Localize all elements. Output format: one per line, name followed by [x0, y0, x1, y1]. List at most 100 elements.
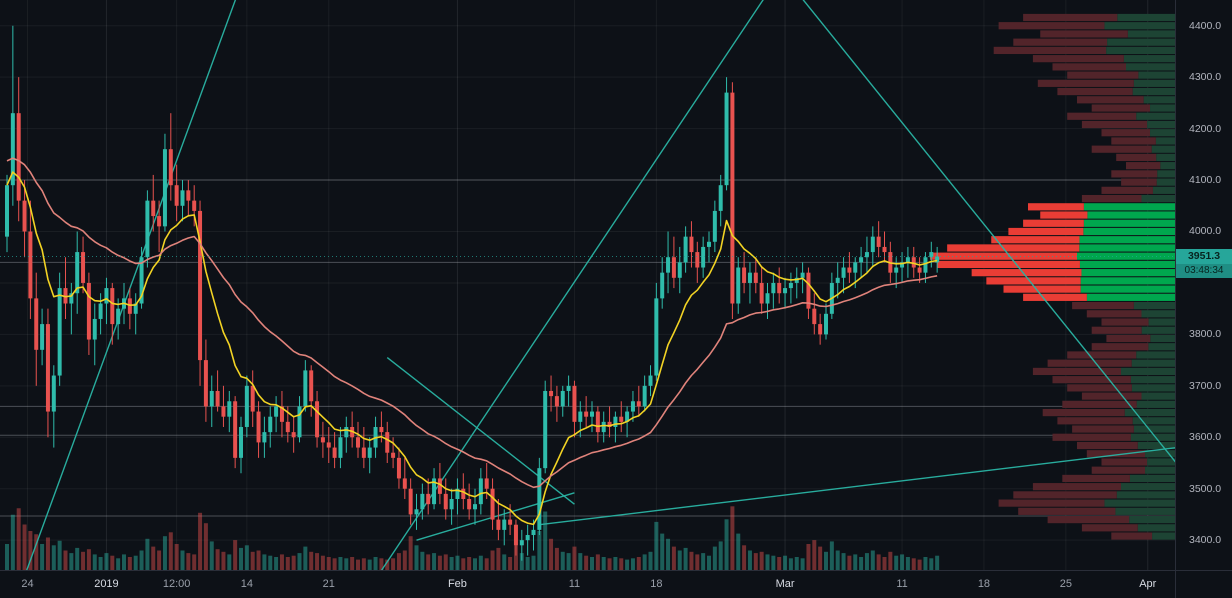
candle-body — [326, 442, 331, 448]
volume-bar — [578, 553, 583, 570]
volume-bar — [824, 551, 828, 570]
volume-bar — [162, 536, 167, 570]
volume-bar — [625, 559, 630, 570]
volume-bar — [5, 544, 9, 570]
slow-ma-line — [6, 157, 938, 489]
volume-bar — [724, 519, 729, 570]
trendline-drawing[interactable] — [416, 492, 575, 541]
volume-bar — [157, 550, 162, 570]
price-tick-label: 3700.0 — [1189, 379, 1222, 392]
candle-body — [695, 252, 700, 268]
volume-bar — [835, 550, 840, 570]
candle-body — [297, 406, 302, 438]
price-tick-label: 3500.0 — [1189, 482, 1222, 495]
volume-profile-buy-bar — [1156, 153, 1175, 162]
volume-bar — [332, 558, 337, 570]
candle-body — [268, 416, 273, 433]
volume-profile-buy-bar — [1136, 351, 1175, 359]
candle-body — [619, 416, 624, 422]
candle-body — [537, 468, 542, 530]
volume-profile-sell-bar — [1101, 186, 1153, 194]
volume-bar — [888, 551, 893, 570]
candle-body — [192, 200, 197, 211]
volume-bar — [630, 558, 635, 570]
candle-body — [279, 406, 284, 422]
time-tick-label: 12:00 — [162, 578, 191, 590]
volume-bar — [356, 559, 360, 570]
candle-body — [859, 257, 864, 263]
trendlines-layer[interactable] — [25, 0, 1175, 570]
volume-profile-buy-bar — [1121, 367, 1175, 376]
volume-profile-buy-bar — [1133, 425, 1175, 433]
volume-profile-buy-bar — [1115, 507, 1175, 515]
volume-profile-sell-bar — [1032, 483, 1122, 491]
candle-body — [625, 411, 630, 422]
candle-body — [707, 241, 711, 247]
candle-body — [824, 313, 828, 335]
volume-bar — [186, 553, 191, 570]
candle-body — [455, 488, 460, 500]
volume-profile-buy-bar — [1160, 162, 1175, 170]
candle-body — [917, 267, 922, 273]
volume-bar — [455, 555, 460, 570]
candle-body — [677, 262, 682, 278]
volume-profile-buy-bar — [1087, 211, 1175, 219]
candle-body — [566, 385, 571, 391]
volume-bar — [689, 551, 694, 570]
candle-body — [736, 267, 741, 304]
horizontal-level-lines[interactable] — [0, 179, 1175, 517]
candle-body — [233, 401, 238, 458]
trendline-drawing[interactable] — [386, 356, 575, 505]
price-scale[interactable]: 4400.0 4300.0 4200.0 4100.0 4000.0 3800.0 3700… — [1175, 0, 1232, 570]
candle-body — [221, 406, 226, 417]
candle-body — [613, 416, 618, 427]
volume-bar — [127, 557, 132, 570]
volume-bar — [344, 558, 349, 570]
volume-bar — [502, 554, 507, 570]
volume-bar — [783, 555, 788, 570]
candle-body — [671, 257, 676, 278]
volume-bar — [98, 557, 103, 570]
time-scale[interactable]: 24 2019 12:00 14 21 Feb 11 18 Mar 11 18 25 Apr — [0, 570, 1175, 598]
candles-layer — [5, 25, 940, 561]
volume-profile-sell-bar — [1028, 203, 1084, 211]
candlestick-chart[interactable] — [0, 0, 1175, 570]
candle-body — [496, 519, 501, 530]
volume-bar — [560, 551, 565, 570]
candle-body — [800, 272, 805, 278]
volume-bar — [636, 557, 641, 570]
volume-bar — [917, 559, 922, 570]
volume-bar — [192, 554, 197, 570]
candle-body — [174, 185, 179, 206]
candle-body — [835, 277, 840, 283]
trendline-drawing[interactable] — [791, 0, 1175, 478]
volume-bar — [496, 547, 501, 570]
volume-bar — [291, 555, 296, 570]
trendline-drawing[interactable] — [539, 436, 1175, 526]
candle-body — [900, 262, 905, 268]
candle-body — [543, 390, 548, 469]
trendline-drawing[interactable] — [364, 0, 773, 570]
price-tick-label: 4000.0 — [1189, 225, 1222, 238]
trendline-drawing[interactable] — [25, 0, 241, 570]
volume-bar — [268, 555, 273, 570]
chart-pane[interactable] — [0, 0, 1175, 570]
candle-body — [929, 252, 934, 258]
volume-profile-sell-bar — [1067, 384, 1132, 392]
candle-body — [22, 200, 27, 232]
volume-profile-sell-bar — [1023, 13, 1118, 22]
candle-body — [689, 236, 694, 253]
volume-bar — [63, 550, 68, 570]
volume-bar — [601, 557, 606, 570]
volume-bar — [40, 544, 45, 570]
volume-profile-buy-bar — [1152, 532, 1175, 540]
volume-profile-buy-bar — [1141, 392, 1175, 400]
candle-body — [747, 272, 752, 283]
volume-bar — [75, 547, 80, 570]
volume-profile-sell-bar — [1081, 524, 1138, 532]
volume-bar — [818, 546, 823, 570]
candle-body — [45, 324, 50, 412]
volume-bar — [478, 555, 483, 570]
candle-body — [332, 447, 337, 458]
